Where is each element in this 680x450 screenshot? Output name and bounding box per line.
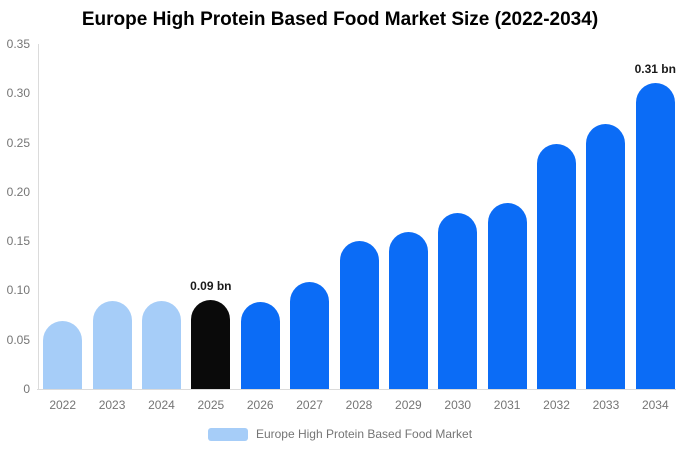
bar-2033 <box>586 123 626 389</box>
bar-2034 <box>635 83 675 389</box>
y-axis-tick-label: 0.25 <box>6 135 30 150</box>
x-axis-label-2031: 2031 <box>493 398 521 412</box>
y-axis-tick-label: 0.30 <box>6 86 30 101</box>
x-axis-label-2028: 2028 <box>345 398 373 412</box>
bar-2025 <box>191 300 231 389</box>
bar-2024 <box>141 301 181 389</box>
x-axis-label-2024: 2024 <box>148 398 175 412</box>
bar-2028 <box>339 241 379 389</box>
bar-2031 <box>487 202 527 389</box>
x-axis-label-2025: 2025 <box>197 398 225 412</box>
y-axis-tick-label: 0.05 <box>6 332 30 347</box>
bar-2026 <box>240 302 280 389</box>
x-axis-line <box>37 389 676 390</box>
x-axis-label-2023: 2023 <box>98 398 126 412</box>
x-axis-label-2022: 2022 <box>49 398 77 412</box>
legend-label: Europe High Protein Based Food Market <box>255 426 473 441</box>
x-axis-label-2026: 2026 <box>246 398 274 412</box>
y-axis-line <box>37 44 39 390</box>
y-axis-tick-label: 0.15 <box>6 234 30 249</box>
bar-2030 <box>438 212 478 389</box>
bar-2027 <box>290 281 330 389</box>
y-axis-tick-label: 0.20 <box>6 184 30 199</box>
y-axis-tick-label: 0.35 <box>6 37 30 51</box>
x-axis-label-2027: 2027 <box>296 398 323 412</box>
x-axis-label-2033: 2033 <box>592 398 620 412</box>
x-axis-label-2034: 2034 <box>641 398 669 412</box>
bar-2022 <box>43 320 83 389</box>
data-label-2034: 0.31 bn <box>634 62 676 77</box>
bar-2023 <box>92 301 132 389</box>
bar-2032 <box>537 143 577 389</box>
legend-swatch <box>207 427 248 441</box>
legend[interactable]: Europe High Protein Based Food Market <box>0 426 680 442</box>
chart-title: Europe High Protein Based Food Market Si… <box>81 9 599 30</box>
x-axis-label-2030: 2030 <box>444 398 472 412</box>
y-axis-tick-label: 0.10 <box>6 283 30 298</box>
x-axis-label-2029: 2029 <box>395 398 422 412</box>
bar-2029 <box>388 232 428 389</box>
y-axis-tick-label: 0 <box>23 382 30 396</box>
data-label-2025: 0.09 bn <box>190 279 232 294</box>
x-axis-label-2032: 2032 <box>543 398 570 412</box>
